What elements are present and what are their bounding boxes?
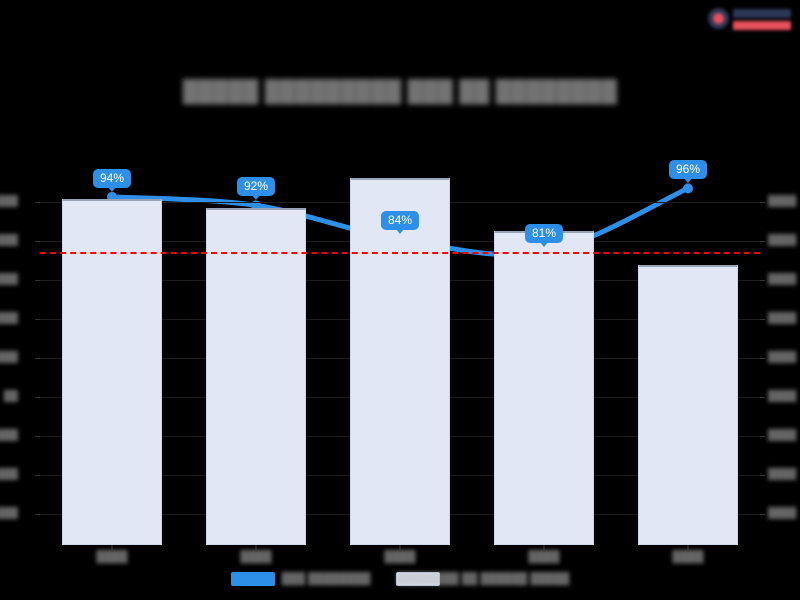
y-axis-right-tick xyxy=(760,397,765,398)
y-axis-left-tick xyxy=(35,319,40,320)
y-axis-left-tick-label: ███ xyxy=(0,313,18,324)
y-axis-right-tick xyxy=(760,475,765,476)
y-axis-left-tick-label: ███ xyxy=(0,430,18,441)
y-axis-right-tick xyxy=(760,202,765,203)
y-axis-right-tick-label: ████ xyxy=(768,274,797,285)
y-axis-right-tick xyxy=(760,514,765,515)
x-axis-tick-label: ████ xyxy=(384,551,416,563)
legend-label-bar: ████████ ██ ██████ █████ xyxy=(396,573,570,585)
y-axis-left-tick xyxy=(35,202,40,203)
x-axis-tick-label: ████ xyxy=(672,551,704,563)
y-axis-left-tick xyxy=(35,397,40,398)
y-axis-right-tick xyxy=(760,241,765,242)
chart-legend: ███ ████████ ████████ ██ ██████ █████ xyxy=(0,572,800,586)
brand-logo xyxy=(706,4,794,34)
x-axis-tick-label: ████ xyxy=(96,551,128,563)
y-axis-left-tick-label: ██ xyxy=(3,391,18,402)
y-axis-right-tick xyxy=(760,436,765,437)
bar[interactable] xyxy=(206,208,306,545)
legend-label-line: ███ ████████ xyxy=(281,573,371,585)
logo-text-line-1 xyxy=(733,9,791,18)
y-axis-left-tick-label: ███ xyxy=(0,352,18,363)
y-axis-right-tick-label: ████ xyxy=(768,469,797,480)
data-label: 92% xyxy=(236,177,276,201)
y-axis-right-tick xyxy=(760,358,765,359)
y-axis-left-tick-label: ███ xyxy=(0,235,18,246)
x-axis-tick xyxy=(255,545,257,550)
logo-text-line-2 xyxy=(733,21,791,30)
y-axis-left-tick xyxy=(35,358,40,359)
y-axis-right-tick-label: ████ xyxy=(768,313,797,324)
x-axis-tick xyxy=(543,545,545,550)
y-axis-right-tick-label: ████ xyxy=(768,352,797,363)
y-axis-right-tick xyxy=(760,280,765,281)
y-axis-left-tick xyxy=(35,475,40,476)
data-label: 96% xyxy=(668,160,708,184)
x-axis-tick xyxy=(399,545,401,550)
bar[interactable] xyxy=(62,198,162,545)
y-axis-left-tick xyxy=(35,514,40,515)
y-axis-left-tick-label: ███ xyxy=(0,274,18,285)
y-axis-left-tick xyxy=(35,280,40,281)
legend-swatch-line-icon xyxy=(230,572,275,586)
x-axis-tick-label: ████ xyxy=(528,551,560,563)
chart-title: █████ █████████ ███ ██ ████████ xyxy=(182,80,618,103)
bar[interactable] xyxy=(350,177,450,545)
line-data-point[interactable] xyxy=(683,183,693,194)
x-axis-tick xyxy=(111,545,113,550)
legend-swatch-bar-icon xyxy=(396,572,441,586)
data-label: 84% xyxy=(380,211,420,235)
logo-mark-icon xyxy=(708,8,729,29)
y-axis-left-tick-label: ███ xyxy=(0,508,18,519)
y-axis-right-tick-label: ████ xyxy=(768,235,797,246)
legend-item-bar[interactable]: ████████ ██ ██████ █████ xyxy=(396,572,570,586)
y-axis-right-tick-label: ████ xyxy=(768,196,797,207)
y-axis-right-tick xyxy=(760,319,765,320)
data-label: 94% xyxy=(92,168,132,192)
y-axis-right-tick-label: ████ xyxy=(768,508,797,519)
bar[interactable] xyxy=(494,231,594,545)
legend-item-line[interactable]: ███ ████████ xyxy=(230,572,371,586)
y-axis-left-tick-label: ███ xyxy=(0,469,18,480)
plot-area: ███ ████ ███ ████ ███ ████ ███ ████ ███ ████ ██ ███… xyxy=(0,160,796,563)
y-axis-right-tick-label: ████ xyxy=(768,430,797,441)
y-axis-left-tick xyxy=(35,436,40,437)
y-axis-left-tick-label: ███ xyxy=(0,196,18,207)
bar[interactable] xyxy=(638,264,738,545)
x-axis-tick-label: ████ xyxy=(240,551,272,563)
y-axis-right-tick-label: ████ xyxy=(768,391,797,402)
data-label: 81% xyxy=(524,224,564,248)
target-reference-line xyxy=(40,252,760,255)
y-axis-left-tick xyxy=(35,241,40,242)
x-axis-tick xyxy=(687,545,689,550)
